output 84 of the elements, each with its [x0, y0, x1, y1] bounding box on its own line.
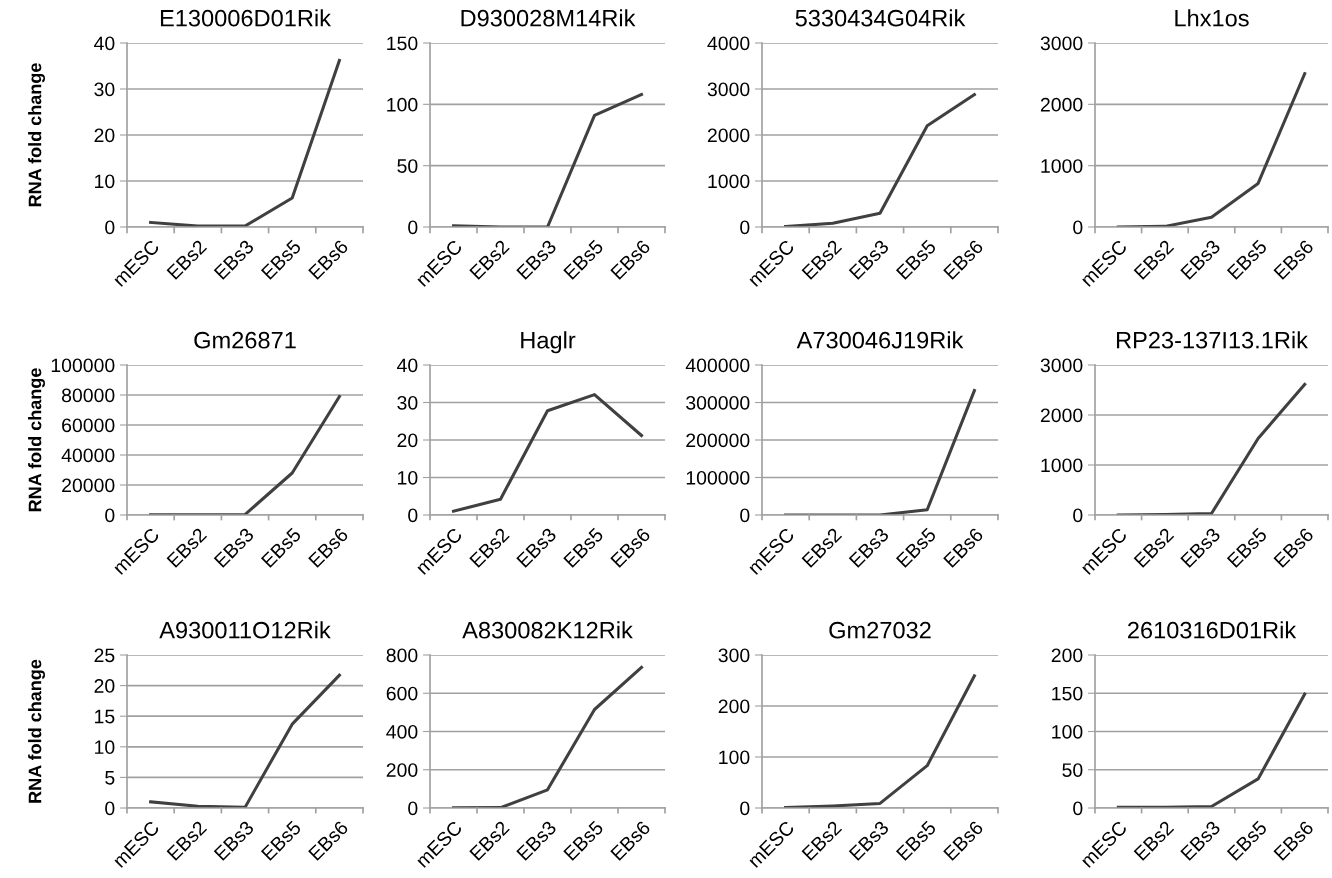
y-axis-title: RNA fold change — [28, 368, 45, 512]
y-tick-label: 100000 — [51, 358, 115, 373]
chart-title: 2610316D01Rik — [1128, 621, 1297, 639]
chart-title: RP23-137I13.1Rik — [1116, 331, 1309, 349]
y-tick-label: 10 — [95, 174, 115, 189]
y-tick-label: 400000 — [685, 358, 750, 373]
chart-title: D930028M14Rik — [461, 9, 636, 27]
y-tick-label: 60000 — [62, 418, 115, 433]
y-tick-label: 5 — [105, 771, 115, 785]
chart-title: A930011O12Rik — [159, 621, 331, 639]
chart-title: Gm27032 — [829, 621, 931, 639]
y-axis-title: RNA fold change — [28, 63, 45, 207]
y-tick-label: 3000 — [1040, 358, 1083, 373]
y-tick-label: 1000 — [708, 174, 750, 189]
y-tick-label: 40 — [397, 358, 418, 373]
y-tick-label: 0 — [1073, 801, 1083, 816]
y-tick-label: 30 — [94, 82, 115, 97]
y-tick-label: 0 — [408, 801, 418, 816]
y-tick-label: 200 — [386, 763, 418, 777]
y-tick-label: 150 — [387, 36, 418, 51]
y-tick-label: 1000 — [1041, 159, 1083, 173]
y-tick-label: 3000 — [707, 82, 750, 97]
line-series — [149, 394, 341, 515]
y-tick-label: 600 — [386, 686, 418, 701]
y-tick-label: 20 — [397, 433, 418, 448]
chart-title: Haglr — [521, 331, 576, 354]
y-tick-label: 1000 — [1041, 458, 1083, 473]
chart-title: E130006D01Rik — [160, 9, 332, 27]
line-series — [1116, 692, 1307, 808]
y-tick-label: 3000 — [1040, 36, 1083, 51]
y-tick-label: 20 — [94, 679, 115, 693]
chart-title: Lhx1os — [1175, 9, 1249, 27]
line-series — [784, 92, 976, 227]
chart-title: A830082K12Rik — [462, 621, 633, 639]
y-axis-title: RNA fold change — [28, 659, 45, 803]
y-tick-label: 4000 — [707, 36, 750, 51]
y-tick-label: 20 — [94, 128, 115, 143]
y-tick-label: 50 — [1062, 763, 1083, 777]
y-tick-label: 100000 — [686, 470, 750, 485]
y-tick-label: 0 — [740, 801, 750, 816]
line-series — [149, 58, 341, 227]
y-tick-label: 2000 — [707, 128, 750, 143]
y-tick-label: 20000 — [62, 478, 115, 493]
line-series — [1116, 382, 1307, 515]
y-tick-label: 150 — [1052, 686, 1083, 701]
y-tick-label: 0 — [105, 220, 115, 235]
y-tick-label: 0 — [408, 508, 418, 523]
y-tick-label: 200000 — [686, 433, 750, 448]
y-tick-label: 2000 — [1040, 408, 1083, 423]
y-tick-label: 100 — [1052, 724, 1083, 739]
y-tick-label: 40 — [94, 36, 115, 51]
chart-title: A730046J19Rik — [796, 331, 964, 349]
y-tick-label: 100 — [719, 750, 750, 765]
line-series — [451, 393, 644, 513]
y-tick-label: 400 — [386, 724, 418, 739]
y-tick-label: 0 — [105, 508, 115, 523]
y-tick-label: 40000 — [61, 448, 115, 463]
y-tick-label: 2000 — [1040, 97, 1083, 112]
y-tick-label: 100 — [387, 97, 418, 112]
line-series — [149, 673, 341, 808]
line-series — [1116, 72, 1307, 227]
y-tick-label: 0 — [1073, 220, 1083, 235]
y-tick-label: 0 — [740, 220, 750, 235]
y-tick-label: 50 — [397, 159, 418, 173]
y-tick-label: 0 — [740, 508, 750, 523]
y-tick-label: 10 — [95, 740, 115, 755]
chart-title: Gm26871 — [194, 331, 296, 349]
y-tick-label: 800 — [386, 648, 418, 663]
y-tick-label: 200 — [1051, 648, 1083, 663]
y-tick-label: 80000 — [61, 388, 115, 403]
y-tick-label: 0 — [105, 801, 115, 816]
y-tick-label: 200 — [718, 699, 750, 714]
y-tick-label: 300 — [718, 648, 750, 663]
y-tick-label: 15 — [95, 709, 115, 724]
y-tick-label: 300000 — [686, 395, 750, 410]
y-tick-label: 0 — [1073, 508, 1083, 523]
line-series — [784, 674, 976, 808]
y-tick-label: 10 — [398, 470, 418, 485]
line-series — [451, 92, 644, 227]
chart-title: 5330434G04Rik — [795, 9, 966, 27]
y-tick-label: 30 — [397, 395, 418, 410]
line-series — [451, 665, 644, 808]
y-tick-label: 25 — [94, 648, 115, 663]
y-tick-label: 0 — [408, 220, 418, 235]
